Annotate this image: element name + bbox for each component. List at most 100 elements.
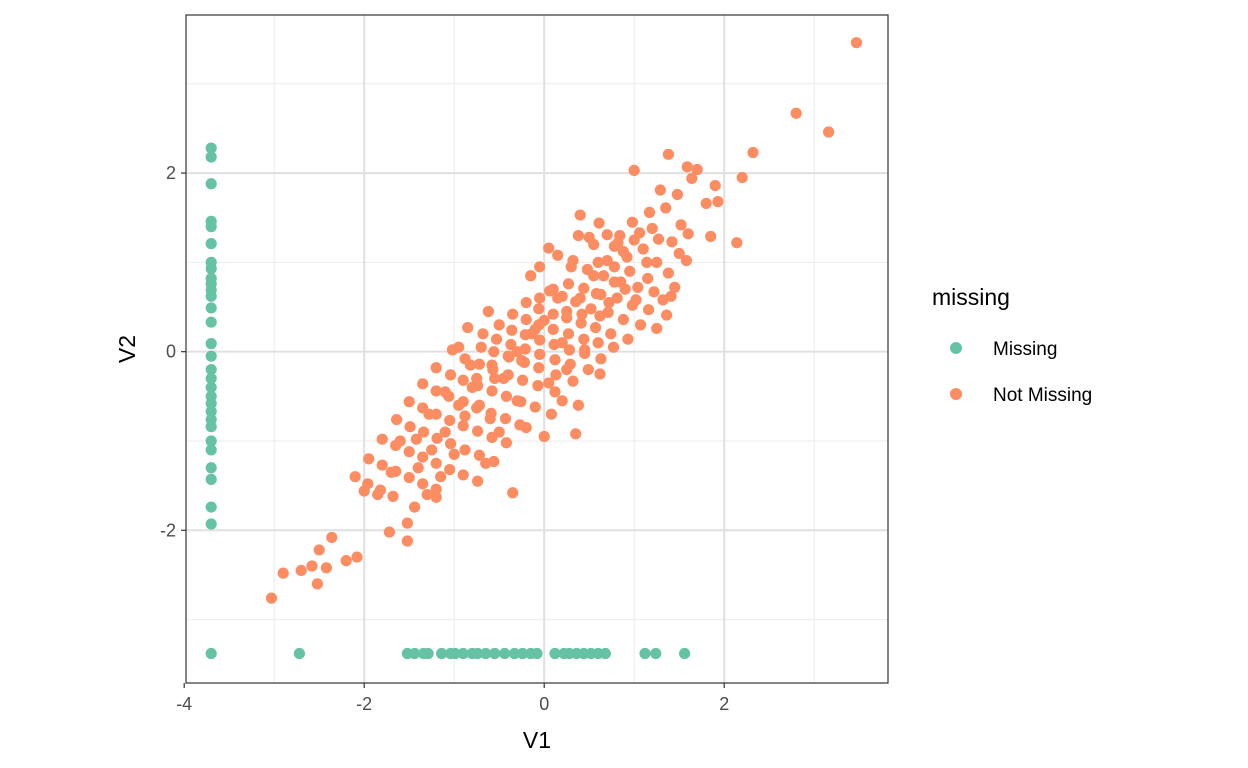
point-not-missing <box>517 374 529 386</box>
point-not-missing <box>547 308 559 320</box>
point-not-missing <box>654 184 666 196</box>
x-tick-label: -4 <box>176 694 192 714</box>
point-not-missing <box>453 399 465 411</box>
point-missing <box>205 473 217 485</box>
point-not-missing <box>662 148 675 160</box>
point-missing <box>436 647 448 660</box>
point-missing <box>679 647 691 660</box>
point-not-missing <box>340 555 352 567</box>
point-not-missing <box>472 475 484 487</box>
point-not-missing <box>391 413 403 426</box>
point-not-missing <box>363 453 375 465</box>
point-not-missing <box>681 161 693 173</box>
point-not-missing <box>403 446 415 458</box>
point-not-missing <box>582 363 594 376</box>
point-not-missing <box>445 369 457 381</box>
point-missing <box>489 647 501 660</box>
point-not-missing <box>410 433 422 445</box>
point-not-missing <box>543 242 555 254</box>
point-not-missing <box>700 197 712 210</box>
point-not-missing <box>473 358 485 370</box>
point-not-missing <box>673 247 685 260</box>
point-not-missing <box>358 485 370 497</box>
point-not-missing <box>608 276 621 288</box>
y-tick-label: 2 <box>166 163 176 183</box>
point-not-missing <box>657 294 669 306</box>
point-not-missing <box>473 449 485 461</box>
point-missing <box>205 501 217 513</box>
point-not-missing <box>583 231 595 243</box>
point-not-missing <box>628 164 640 176</box>
point-not-missing <box>401 535 413 547</box>
point-not-missing <box>619 283 631 295</box>
plot-panel-border <box>185 14 889 684</box>
point-not-missing <box>430 385 442 397</box>
y-tick-label: -2 <box>160 520 176 540</box>
point-not-missing <box>652 233 665 245</box>
point-not-missing <box>651 256 663 268</box>
y-axis-title: V2 <box>114 335 140 363</box>
point-not-missing <box>588 270 600 282</box>
point-missing <box>457 647 469 660</box>
point-not-missing <box>372 488 384 501</box>
point-not-missing <box>445 438 457 450</box>
point-not-missing <box>403 396 415 408</box>
point-missing <box>499 647 511 660</box>
point-missing <box>517 647 529 660</box>
legend-title: missing <box>932 284 1010 310</box>
point-not-missing <box>387 490 399 502</box>
point-not-missing <box>601 254 613 267</box>
point-not-missing <box>534 292 546 304</box>
point-not-missing <box>556 395 568 407</box>
point-not-missing <box>448 448 460 460</box>
point-missing <box>205 518 217 530</box>
point-not-missing <box>471 372 483 385</box>
point-not-missing <box>549 354 561 366</box>
point-not-missing <box>421 488 433 501</box>
point-not-missing <box>430 483 442 495</box>
point-not-missing <box>736 171 748 184</box>
point-missing <box>205 381 217 394</box>
point-not-missing <box>385 466 397 478</box>
point-not-missing <box>430 491 442 503</box>
point-not-missing <box>538 314 550 327</box>
point-not-missing <box>507 308 519 320</box>
point-missing <box>205 302 217 314</box>
point-not-missing <box>493 426 505 438</box>
point-not-missing <box>464 359 476 371</box>
point-not-missing <box>498 372 510 385</box>
legend-key-not-missing <box>950 388 962 400</box>
point-missing <box>639 647 651 660</box>
point-missing <box>205 221 217 233</box>
x-axis: -4 -2 0 2 <box>176 683 729 714</box>
point-not-missing <box>529 401 541 413</box>
point-not-missing <box>499 413 512 425</box>
point-not-missing <box>417 478 429 490</box>
point-not-missing <box>516 355 528 367</box>
point-missing <box>205 435 217 447</box>
point-not-missing <box>666 236 678 248</box>
point-not-missing <box>574 209 586 221</box>
point-not-missing <box>457 469 469 481</box>
point-not-missing <box>520 296 532 309</box>
point-not-missing <box>605 328 617 340</box>
point-not-missing <box>552 249 564 261</box>
major-gridlines <box>186 15 888 683</box>
point-not-missing <box>295 564 307 577</box>
point-not-missing <box>648 286 660 298</box>
point-not-missing <box>626 216 639 228</box>
point-not-missing <box>477 328 489 340</box>
point-missing <box>205 397 217 410</box>
point-missing <box>449 647 461 660</box>
point-not-missing <box>632 281 644 293</box>
point-not-missing <box>439 386 451 398</box>
point-not-missing <box>417 451 429 463</box>
point-not-missing <box>578 282 590 294</box>
point-not-missing <box>459 444 471 456</box>
point-not-missing <box>511 395 523 407</box>
point-not-missing <box>412 462 424 474</box>
point-not-missing <box>578 333 590 345</box>
point-not-missing <box>313 544 325 556</box>
point-not-missing <box>431 432 443 444</box>
legend: missing Missing Not Missing <box>932 284 1092 406</box>
